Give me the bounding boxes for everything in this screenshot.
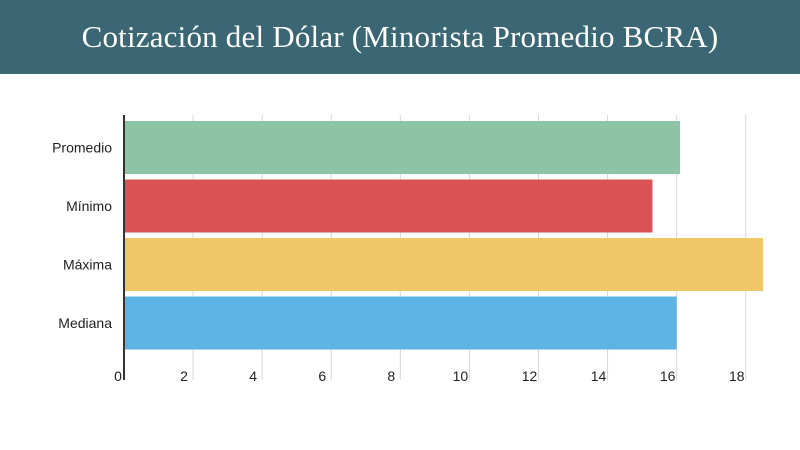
x-tick-label: 2 xyxy=(180,368,188,384)
x-tick-label: 18 xyxy=(729,368,745,384)
category-label: Mediana xyxy=(58,315,112,331)
category-label: Mínimo xyxy=(66,198,112,214)
x-tick-labels: 0 2 4 6 8 10 12 14 16 18 xyxy=(114,368,745,384)
bar-0 xyxy=(125,121,681,174)
bar-3 xyxy=(125,296,677,350)
x-tick-label: 6 xyxy=(318,368,326,384)
x-tick-label: 10 xyxy=(453,368,469,384)
page-title: Cotización del Dólar (Minorista Promedio… xyxy=(81,19,719,54)
category-label: Promedio xyxy=(52,140,112,156)
x-tick-label: 8 xyxy=(387,368,395,384)
bars xyxy=(125,121,763,350)
category-labels: Promedio Mínimo Máxima Mediana xyxy=(52,140,112,332)
x-tick-label: 12 xyxy=(522,368,538,384)
bar-2 xyxy=(125,238,763,291)
category-label: Máxima xyxy=(63,257,112,273)
title-banner: Cotización del Dólar (Minorista Promedio… xyxy=(0,0,800,74)
x-tick-label: 4 xyxy=(249,368,257,384)
bar-1 xyxy=(125,179,653,233)
x-tick-label: 0 xyxy=(114,368,122,384)
x-tick-label: 16 xyxy=(660,368,676,384)
x-tick-label: 14 xyxy=(591,368,607,384)
